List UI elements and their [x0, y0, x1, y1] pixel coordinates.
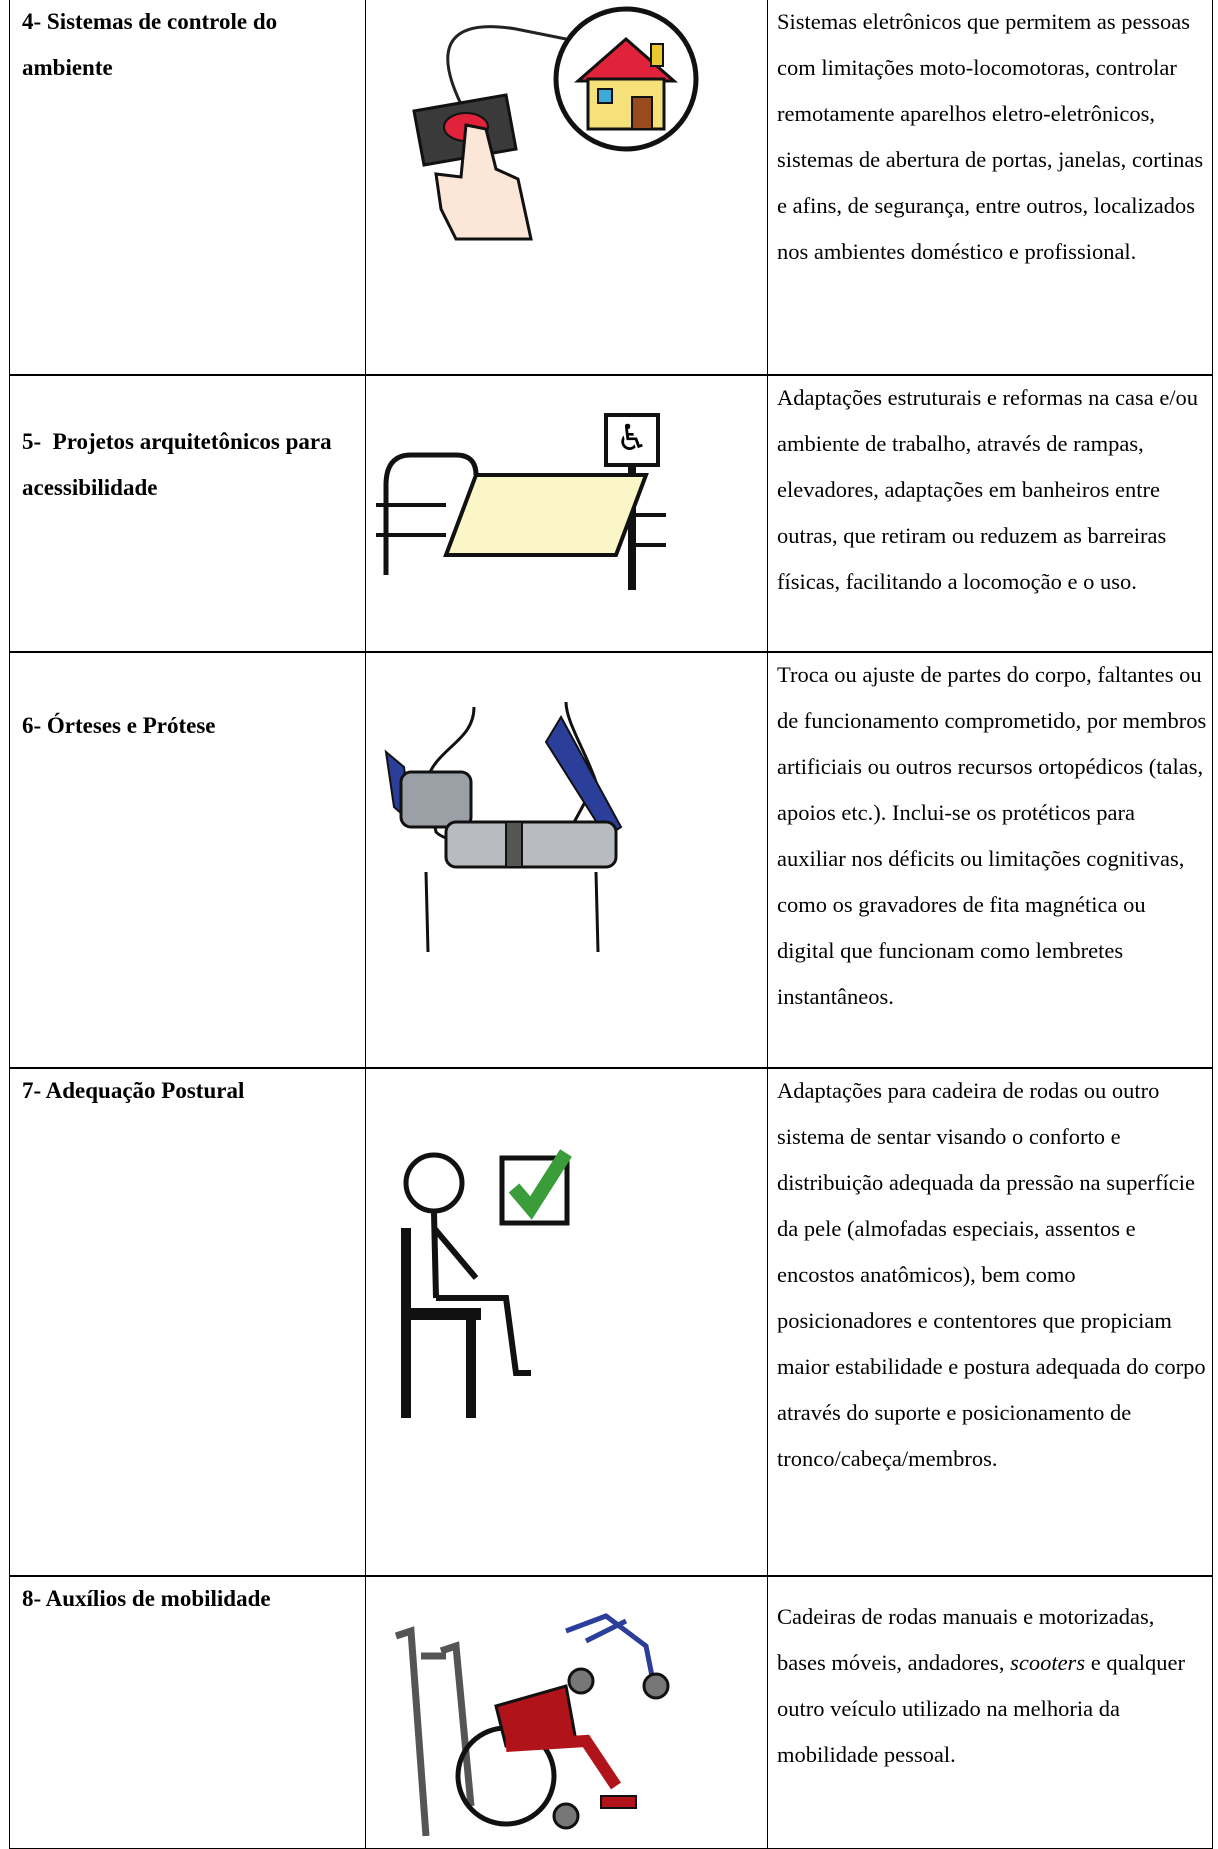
row-description: Adaptações para cadeira de rodas ou outr…	[768, 1068, 1212, 1482]
title-cell: 4- Sistemas de controle do ambiente	[9, 0, 366, 376]
row-title: 5- Projetos arquitetônicos para acessibi…	[22, 429, 338, 500]
illustration	[401, 1149, 572, 1418]
image-cell	[365, 651, 768, 1069]
description-text: Adaptações estruturais e reformas na cas…	[777, 385, 1199, 594]
description-cell: Cadeiras de rodas manuais e motorizadas,…	[767, 1575, 1213, 1849]
row-description: Troca ou ajuste de partes do corpo, falt…	[768, 652, 1212, 1020]
illustration: ♿	[376, 413, 666, 590]
svg-text:♿: ♿	[616, 418, 648, 459]
title-cell: 8- Auxílios de mobilidade	[9, 1575, 366, 1849]
row-description: Cadeiras de rodas manuais e motorizadas,…	[768, 1576, 1212, 1778]
row-title: 6- Órteses e Prótese	[22, 713, 216, 738]
title-cell: 7- Adequação Postural	[9, 1067, 366, 1577]
description-cell: Adaptações para cadeira de rodas ou outr…	[767, 1067, 1213, 1577]
illustration	[394, 1613, 670, 1837]
row-title: 7- Adequação Postural	[22, 1078, 245, 1103]
row-description: Sistemas eletrônicos que permitem as pes…	[768, 0, 1212, 275]
row-title: 4- Sistemas de controle do ambiente	[22, 9, 283, 80]
description-text: e qualquer outro veículo utilizado na me…	[777, 1650, 1186, 1767]
row-description: Adaptações estruturais e reformas na cas…	[768, 375, 1212, 605]
description-text: Cadeiras de rodas manuais e motorizadas,…	[777, 1604, 1155, 1675]
image-cell: ♿	[365, 374, 768, 653]
description-text: Sistemas eletrônicos que permitem as pes…	[777, 9, 1204, 264]
description-text: Adaptações para cadeira de rodas ou outr…	[777, 1078, 1206, 1471]
illustration	[412, 6, 699, 241]
description-text: Troca ou ajuste de partes do corpo, falt…	[777, 662, 1207, 1009]
description-cell: Sistemas eletrônicos que permitem as pes…	[767, 0, 1213, 376]
row-title: 8- Auxílios de mobilidade	[22, 1586, 271, 1611]
title-cell: 6- Órteses e Prótese	[9, 651, 366, 1069]
image-cell	[365, 1575, 768, 1849]
illustration	[384, 701, 623, 953]
description-text: scooters	[1010, 1650, 1086, 1675]
image-cell	[365, 1067, 768, 1577]
image-cell	[365, 0, 768, 376]
description-cell: Adaptações estruturais e reformas na cas…	[767, 374, 1213, 653]
title-cell: 5- Projetos arquitetônicos para acessibi…	[9, 374, 366, 653]
description-cell: Troca ou ajuste de partes do corpo, falt…	[767, 651, 1213, 1069]
